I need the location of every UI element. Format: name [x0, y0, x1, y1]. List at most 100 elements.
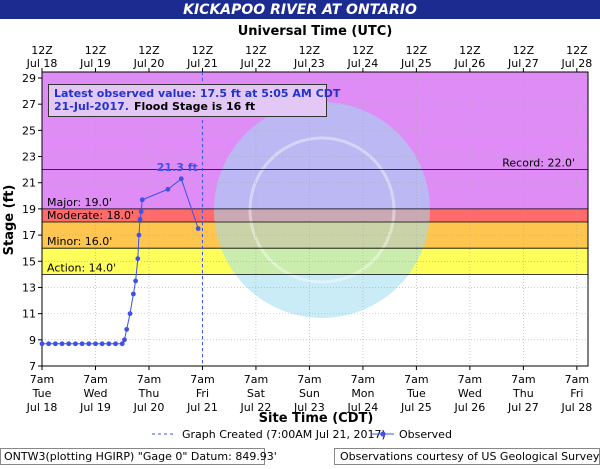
- data-point: [99, 341, 105, 347]
- top-tick-label: 12Z: [245, 44, 267, 57]
- info-line1: Latest observed value: 17.5 ft at 5:05 A…: [54, 87, 341, 100]
- flood-label: Major: 19.0': [47, 196, 112, 209]
- data-point: [113, 341, 118, 347]
- y-tick-label: 23: [22, 151, 36, 164]
- title-bar: [0, 0, 600, 19]
- x-tick-label: Jul 18: [26, 401, 58, 414]
- x-tick-label: Jul 23: [293, 401, 325, 414]
- x-tick-label: Jul 26: [454, 401, 486, 414]
- x-tick-label: Jul 21: [186, 401, 218, 414]
- x-tick-label: 7am: [565, 373, 589, 386]
- y-tick-label: 19: [22, 203, 36, 216]
- x-tick-label: Jul 25: [400, 401, 432, 414]
- data-point: [79, 341, 85, 347]
- y-tick-label: 11: [22, 308, 36, 321]
- top-tick-label: 12Z: [352, 44, 374, 57]
- x-tick-label: 7am: [190, 373, 214, 386]
- footer-left: ONTW3(plotting HGIRP) "Gage 0" Datum: 84…: [4, 450, 277, 463]
- x-tick-label: Jul 22: [240, 401, 272, 414]
- top-tick-label: 12Z: [192, 44, 214, 57]
- legend-label: Graph Created (7:00AM Jul 21, 2017): [182, 428, 386, 441]
- top-tick-label: 12Z: [31, 44, 53, 57]
- top-tick-label: Jul 27: [507, 57, 539, 70]
- x-tick-label: Thu: [512, 387, 534, 400]
- data-point: [133, 278, 139, 284]
- y-axis-title: Stage (ft): [2, 185, 17, 256]
- data-point: [130, 291, 136, 297]
- data-point: [122, 337, 127, 343]
- chart-title: KICKAPOO RIVER AT ONTARIO: [183, 2, 417, 18]
- data-point: [127, 311, 133, 317]
- x-tick-label: Sat: [247, 387, 266, 400]
- flood-label: Moderate: 18.0': [47, 209, 134, 222]
- y-tick-label: 29: [22, 72, 36, 85]
- top-tick-label: 12Z: [85, 44, 107, 57]
- x-tick-label: Wed: [458, 387, 482, 400]
- top-tick-label: 12Z: [513, 44, 535, 57]
- top-tick-label: Jul 25: [400, 57, 432, 70]
- legend-label: Observed: [399, 428, 452, 441]
- x-tick-label: 7am: [404, 373, 428, 386]
- top-axis-title: Universal Time (UTC): [238, 24, 393, 39]
- top-tick-label: Jul 23: [293, 57, 325, 70]
- top-tick-label: 12Z: [566, 44, 588, 57]
- top-tick-label: Jul 28: [560, 57, 592, 70]
- data-point: [66, 341, 72, 347]
- footer-right: Observations courtesy of US Geological S…: [340, 450, 600, 463]
- watermark: [214, 102, 430, 318]
- y-tick-label: 13: [22, 281, 36, 294]
- y-tick-label: 21: [22, 177, 36, 190]
- x-tick-label: 7am: [83, 373, 107, 386]
- x-tick-label: Fri: [196, 387, 209, 400]
- info-flood-stage: Flood Stage is 16 ft: [134, 100, 255, 113]
- x-tick-label: 7am: [244, 373, 268, 386]
- top-tick-label: Jul 24: [347, 57, 379, 70]
- y-tick-label: 25: [22, 124, 36, 137]
- y-tick-label: 27: [22, 98, 36, 111]
- x-tick-label: Jul 20: [133, 401, 165, 414]
- data-point: [136, 232, 142, 238]
- data-point: [165, 186, 171, 192]
- x-tick-label: Mon: [351, 387, 374, 400]
- x-axis-title: Site Time (CDT): [259, 411, 374, 426]
- peak-label: 21.3 ft: [157, 161, 198, 174]
- y-tick-label: 15: [22, 255, 36, 268]
- top-tick-label: Jul 20: [133, 57, 165, 70]
- top-tick-label: 12Z: [299, 44, 321, 57]
- x-tick-label: 7am: [511, 373, 535, 386]
- x-tick-label: 7am: [30, 373, 54, 386]
- y-tick-label: 17: [22, 229, 36, 242]
- x-tick-label: Fri: [570, 387, 583, 400]
- data-point: [93, 341, 98, 347]
- data-point: [39, 341, 45, 347]
- data-point: [137, 216, 143, 222]
- x-tick-label: Tue: [32, 387, 52, 400]
- top-tick-label: Jul 22: [240, 57, 272, 70]
- data-point: [73, 341, 78, 347]
- info-box: [48, 84, 327, 117]
- x-tick-label: Sun: [299, 387, 320, 400]
- watermark: [248, 136, 396, 284]
- data-point: [195, 226, 201, 231]
- record-label: Record: 22.0': [502, 157, 575, 170]
- x-tick-label: Jul 24: [347, 401, 379, 414]
- top-tick-label: Jul 18: [26, 57, 58, 70]
- data-point: [59, 341, 65, 347]
- x-tick-label: Jul 19: [79, 401, 111, 414]
- y-tick-label: 9: [29, 334, 36, 347]
- x-tick-label: 7am: [458, 373, 482, 386]
- data-point: [135, 256, 141, 262]
- data-point: [106, 341, 112, 347]
- data-point: [86, 341, 92, 347]
- flood-label: Action: 14.0': [47, 261, 116, 274]
- y-tick-label: 7: [29, 360, 36, 373]
- x-tick-label: Tue: [406, 387, 426, 400]
- x-tick-label: 7am: [137, 373, 161, 386]
- data-point: [178, 176, 184, 182]
- data-point: [138, 209, 144, 214]
- info-line2: 21-Jul-2017. Flood Stage is 16 ft: [54, 100, 255, 113]
- top-tick-label: Jul 19: [79, 57, 111, 70]
- info-date: 21-Jul-2017.: [54, 100, 129, 113]
- top-tick-label: Jul 26: [454, 57, 486, 70]
